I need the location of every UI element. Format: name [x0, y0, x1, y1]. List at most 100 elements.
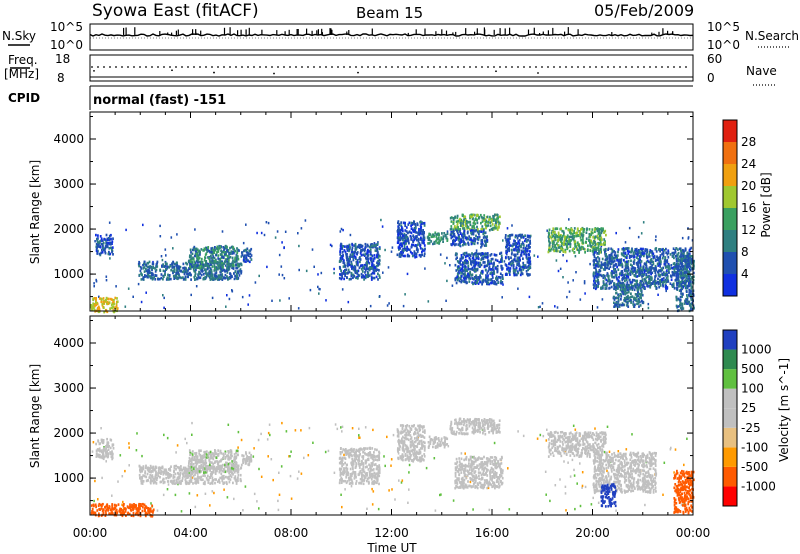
echo-cell — [471, 268, 474, 271]
echo-cell — [471, 215, 473, 219]
echo-cell — [645, 262, 647, 266]
echo-cell — [442, 235, 445, 238]
echo-cell — [108, 221, 111, 224]
echo-cell — [411, 223, 413, 226]
echo-cell — [237, 430, 240, 434]
echo-cell — [460, 218, 463, 222]
echo-cell — [378, 295, 381, 298]
echo-cell — [670, 446, 672, 450]
echo-cell — [215, 275, 218, 278]
echo-cell — [488, 508, 491, 512]
echo-cell — [516, 262, 519, 266]
echo-cell — [500, 265, 503, 268]
echo-cell — [608, 254, 611, 258]
echo-cell — [339, 245, 342, 248]
echo-cell — [471, 276, 474, 280]
echo-cell — [190, 254, 192, 257]
echo-cell — [346, 258, 348, 262]
echo-cell — [151, 267, 153, 270]
echo-cell — [595, 248, 598, 252]
echo-cell — [186, 272, 188, 276]
echo-cell — [557, 231, 560, 235]
echo-cell — [484, 240, 487, 244]
echo-cell — [476, 225, 478, 229]
echo-cell — [556, 306, 559, 309]
echo-cell — [458, 266, 461, 270]
echo-cell — [418, 253, 421, 257]
echo-cell — [499, 260, 502, 263]
echo-cell — [572, 237, 574, 240]
echo-cell — [372, 276, 375, 280]
echo-cell — [241, 254, 244, 257]
echo-cell — [683, 271, 686, 274]
echo-cell — [528, 261, 530, 265]
echo-cell — [303, 456, 305, 460]
echo-cell — [606, 469, 608, 473]
nsky-tick-top: 10^5 — [50, 20, 83, 34]
echo-cell — [638, 305, 640, 308]
echo-cell — [632, 260, 635, 264]
echo-cell — [403, 234, 405, 237]
echo-cell — [452, 242, 454, 245]
echo-cell — [348, 278, 351, 281]
echo-cell — [406, 249, 408, 252]
echo-cell — [226, 275, 228, 278]
echo-cell — [507, 234, 510, 238]
echo-cell — [416, 248, 419, 252]
echo-cell — [363, 263, 366, 267]
echo-cell — [452, 217, 455, 221]
echo-cell — [210, 248, 213, 252]
echo-cell — [333, 267, 335, 271]
echo-cell — [469, 223, 472, 227]
echo-cell — [105, 298, 107, 302]
echo-cell — [679, 304, 681, 307]
echo-cell — [675, 295, 678, 299]
echo-cell — [553, 249, 556, 253]
echo-cell — [468, 277, 470, 280]
echo-cell — [669, 267, 671, 270]
echo-cell — [217, 250, 220, 253]
echo-cell — [371, 271, 374, 275]
echo-cell — [573, 230, 575, 233]
echo-cell — [623, 276, 626, 279]
echo-cell — [428, 233, 431, 237]
echo-cell — [454, 277, 457, 281]
echo-cell — [398, 236, 401, 240]
echo-cell — [648, 277, 650, 280]
echo-cell — [565, 236, 567, 240]
echo-cell — [446, 230, 449, 233]
echo-cell — [681, 262, 684, 266]
echo-cell — [675, 247, 677, 250]
echo-cell — [623, 288, 625, 291]
echo-cell — [236, 277, 239, 281]
echo-cell — [621, 272, 624, 276]
echo-cell — [107, 242, 110, 245]
echo-cell — [108, 242, 111, 246]
echo-cell — [372, 259, 375, 263]
echo-cell — [463, 227, 466, 230]
echo-cell — [470, 213, 473, 217]
echo-cell — [618, 262, 620, 265]
echo-cell — [606, 425, 609, 428]
echo-cell — [596, 227, 599, 230]
echo-cell — [644, 503, 646, 507]
echo-cell — [508, 269, 511, 272]
echo-cell — [641, 299, 643, 303]
echo-cell — [655, 286, 658, 290]
echo-cell — [595, 264, 597, 267]
echo-cell — [659, 279, 661, 283]
echo-cell — [200, 261, 203, 265]
echo-cell — [394, 498, 396, 501]
echo-cell — [435, 239, 437, 243]
echo-cell — [636, 279, 638, 283]
echo-cell — [193, 248, 195, 252]
echo-cell — [609, 257, 612, 261]
echo-cell — [247, 259, 250, 263]
echo-cell — [671, 267, 674, 270]
echo-cell — [658, 248, 660, 251]
echo-cell — [654, 284, 657, 288]
echo-cell — [467, 237, 470, 241]
echo-cell — [642, 265, 645, 269]
echo-cell — [366, 507, 368, 510]
echo-cell — [101, 455, 103, 458]
